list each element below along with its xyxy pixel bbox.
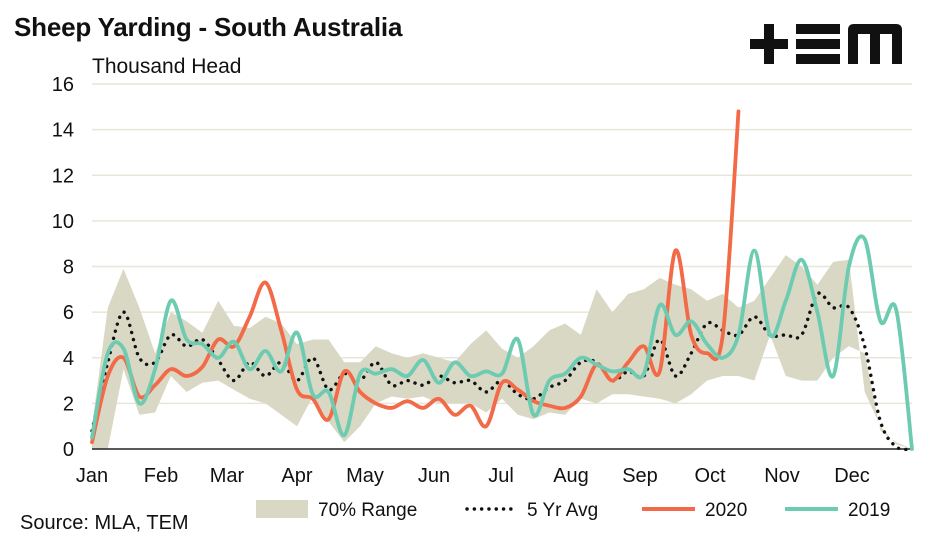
x-tick-label: Mar (210, 465, 245, 487)
y-tick-label: 6 (63, 302, 74, 324)
x-tick-label: Dec (834, 465, 870, 487)
x-tick-label: Jun (418, 465, 450, 487)
avg-line (90, 291, 914, 452)
legend-label-range: 70% Range (318, 500, 417, 521)
source-note: Source: MLA, TEM (20, 512, 189, 534)
series-2019-line (90, 234, 914, 451)
y-tick-label: 0 (63, 439, 74, 461)
x-tick-label: Oct (694, 465, 726, 487)
legend-swatch-range (256, 500, 308, 518)
y-axis-unit-label: Thousand Head (92, 55, 242, 78)
x-tick-label: May (346, 465, 384, 487)
y-tick-label: 2 (63, 393, 74, 415)
x-tick-label: Nov (764, 465, 800, 487)
tem-logo (750, 24, 902, 64)
legend-label-2020: 2020 (705, 500, 747, 521)
y-tick-label: 12 (52, 165, 74, 187)
range-band (92, 255, 912, 449)
legend-label-2019: 2019 (848, 500, 890, 521)
y-tick-label: 4 (63, 348, 74, 370)
x-tick-label: Jul (488, 465, 514, 487)
x-tick-label: Sep (622, 465, 658, 487)
y-tick-label: 16 (52, 74, 74, 96)
y-tick-label: 10 (52, 211, 74, 233)
x-tick-label: Apr (281, 465, 312, 487)
x-tick-label: Jan (76, 465, 108, 487)
x-tick-label: Feb (144, 465, 178, 487)
y-tick-label: 8 (63, 257, 74, 279)
x-tick-label: Aug (553, 465, 589, 487)
legend-label-avg: 5 Yr Avg (527, 500, 598, 521)
chart-title: Sheep Yarding - South Australia (14, 12, 403, 42)
y-tick-label: 14 (52, 120, 74, 142)
